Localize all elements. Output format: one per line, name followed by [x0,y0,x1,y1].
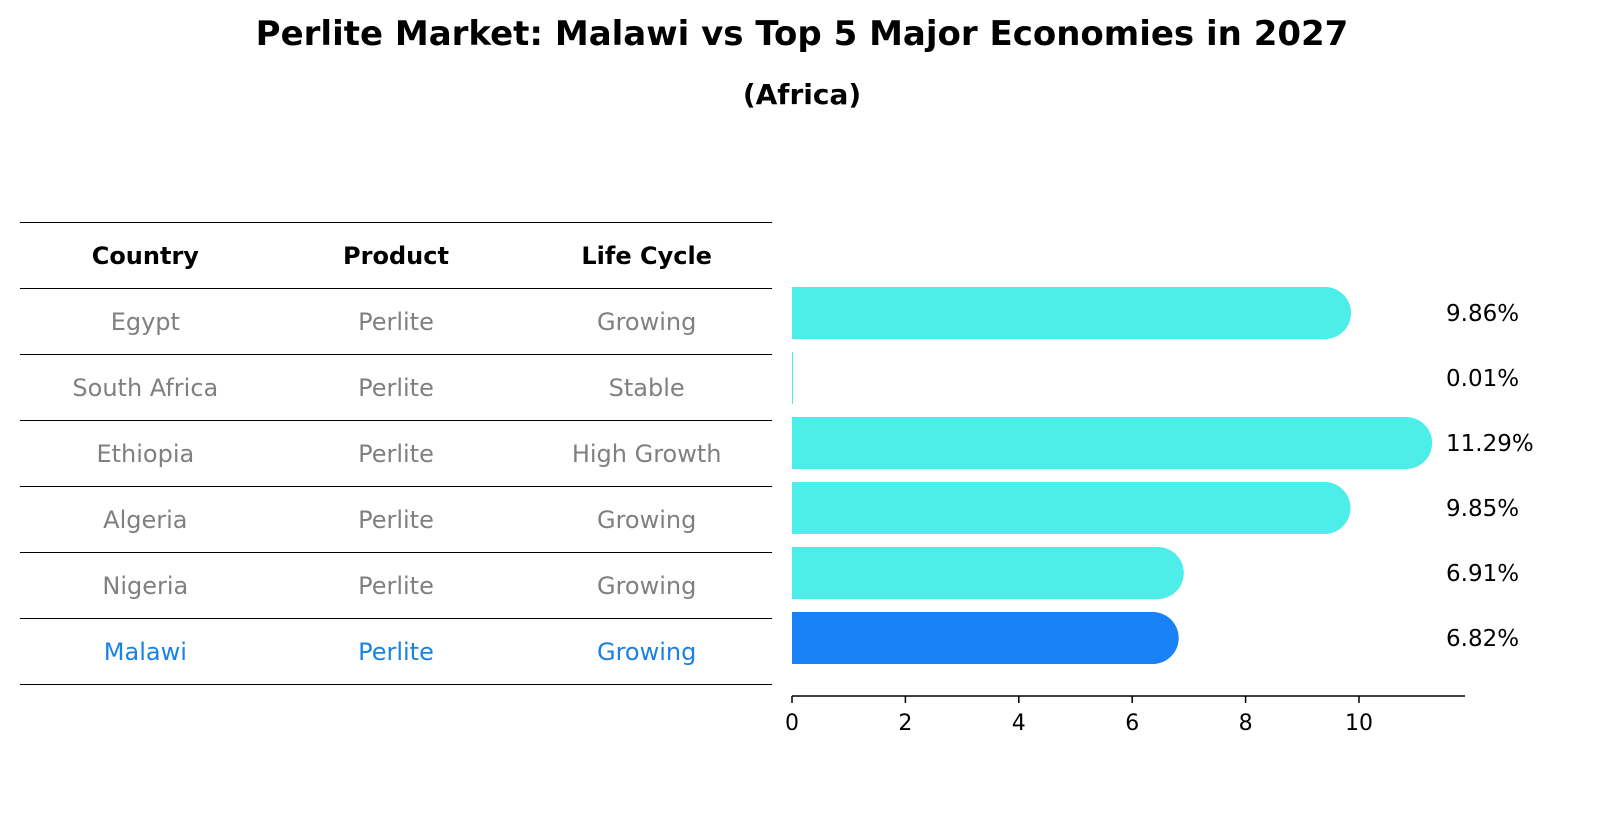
table-header-row: Country Product Life Cycle [20,222,772,289]
cell-country: South Africa [20,354,271,421]
bar-egypt [792,287,1352,339]
cell-life-cycle: High Growth [521,420,772,487]
table-row: Egypt Perlite Growing [20,288,772,355]
cell-life-cycle: Growing [521,618,772,685]
bar-nigeria [792,547,1184,599]
x-tick-label: 8 [1239,711,1253,736]
x-tick-label: 0 [785,711,799,736]
header-life-cycle: Life Cycle [521,222,772,289]
header-product: Product [270,222,522,289]
value-label: 0.01% [1446,366,1519,392]
cell-life-cycle: Growing [521,552,772,619]
table-row: Ethiopia Perlite High Growth [20,420,772,487]
x-tick-label: 2 [898,711,912,736]
cell-country: Ethiopia [20,420,271,487]
value-label: 9.86% [1446,301,1519,327]
bar-chart: 9.86% 0.01% 11.29% 9.85% 6.91% 6.82% 0 2 4 6 8 10 [785,287,1534,736]
cell-product: Perlite [270,618,522,685]
x-tick-label: 10 [1345,711,1373,736]
cell-product: Perlite [270,288,522,355]
bar-algeria [792,482,1351,534]
bar-south-africa [792,352,793,404]
value-label: 11.29% [1446,431,1534,457]
data-table: Country Product Life Cycle Egypt Perlite… [20,222,772,685]
header-country: Country [20,222,271,289]
value-label: 9.85% [1446,496,1519,522]
cell-product: Perlite [270,354,522,421]
x-tick-label: 4 [1012,711,1026,736]
cell-country: Malawi [20,618,271,685]
table-row: Nigeria Perlite Growing [20,552,772,619]
table-row: South Africa Perlite Stable [20,354,772,421]
cell-product: Perlite [270,486,522,553]
cell-country: Nigeria [20,552,271,619]
cell-product: Perlite [270,552,522,619]
value-label: 6.91% [1446,561,1519,587]
bar-ethiopia [792,417,1433,469]
cell-country: Algeria [20,486,271,553]
value-label: 6.82% [1446,626,1519,652]
table-row-highlight: Malawi Perlite Growing [20,618,772,685]
x-tick-label: 6 [1125,711,1139,736]
cell-life-cycle: Growing [521,486,772,553]
table-row: Algeria Perlite Growing [20,486,772,553]
chart-subtitle: (Africa) [742,78,862,111]
cell-life-cycle: Stable [521,354,772,421]
bar-malawi [792,612,1179,664]
cell-product: Perlite [270,420,522,487]
cell-country: Egypt [20,288,271,355]
cell-life-cycle: Growing [521,288,772,355]
chart-title: Perlite Market: Malawi vs Top 5 Major Ec… [255,14,1349,54]
